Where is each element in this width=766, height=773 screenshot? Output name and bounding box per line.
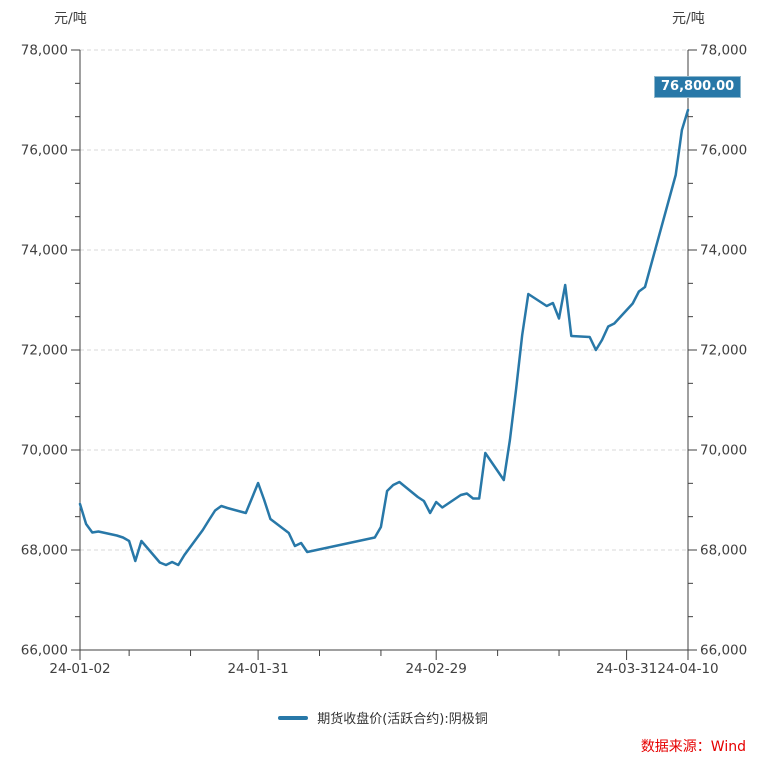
svg-text:78,000: 78,000	[700, 43, 747, 59]
svg-text:24-01-02: 24-01-02	[49, 661, 110, 677]
svg-text:66,000: 66,000	[21, 643, 68, 659]
svg-text:68,000: 68,000	[700, 543, 747, 559]
svg-text:76,000: 76,000	[700, 143, 747, 159]
svg-text:66,000: 66,000	[700, 643, 747, 659]
data-source-note: 数据来源：Wind	[640, 739, 746, 755]
svg-text:72,000: 72,000	[21, 343, 68, 359]
svg-text:24-03-31: 24-03-31	[596, 661, 657, 677]
svg-text:70,000: 70,000	[700, 443, 747, 459]
svg-text:70,000: 70,000	[21, 443, 68, 459]
svg-text:68,000: 68,000	[21, 543, 68, 559]
svg-text:78,000: 78,000	[21, 43, 68, 59]
svg-text:24-04-10: 24-04-10	[657, 661, 718, 677]
legend-series-label: 期货收盘价(活跃合约):阴极铜	[317, 712, 488, 727]
y-axis-unit-right: 元/吨	[672, 11, 705, 27]
svg-text:74,000: 74,000	[700, 243, 747, 259]
legend: 期货收盘价(活跃合约):阴极铜	[0, 708, 766, 727]
svg-text:72,000: 72,000	[700, 343, 747, 359]
svg-text:74,000: 74,000	[21, 243, 68, 259]
svg-text:24-02-29: 24-02-29	[406, 661, 467, 677]
svg-text:76,000: 76,000	[21, 143, 68, 159]
svg-text:24-01-31: 24-01-31	[227, 661, 288, 677]
y-axis-unit-left: 元/吨	[54, 11, 87, 27]
last-price-label: 76,800.00	[654, 76, 742, 98]
legend-line-swatch	[278, 715, 309, 720]
